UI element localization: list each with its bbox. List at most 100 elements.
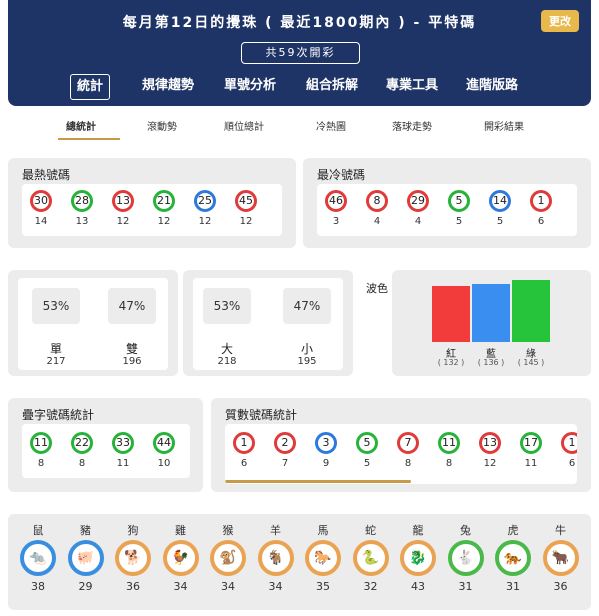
nav-tab-pro-tools[interactable]: 專業工具 xyxy=(386,78,439,93)
number-ball[interactable]: 17 xyxy=(520,432,542,454)
ball-count: 5 xyxy=(363,458,371,469)
active-tab-underline xyxy=(58,138,120,140)
ball-count: 6 xyxy=(568,458,576,469)
subtab-rolling[interactable]: 滾動勢 xyxy=(147,122,177,133)
odd-count: 217 xyxy=(46,356,66,367)
even-label: 雙 xyxy=(125,342,138,356)
horizontal-scrollbar[interactable] xyxy=(225,480,411,483)
number-ball[interactable]: 46 xyxy=(325,190,347,212)
subtab-total[interactable]: 總統計 xyxy=(66,122,96,133)
number-ball[interactable]: 21 xyxy=(153,190,175,212)
coldest-list: 46 3 8 4 29 4 5 5 14 5 1 6 xyxy=(317,184,577,236)
change-button[interactable]: 更改 xyxy=(541,10,579,32)
ball-count: 5 xyxy=(496,216,504,227)
primes-title: 質數號碼統計 xyxy=(225,408,298,422)
number-ball[interactable]: 33 xyxy=(112,432,134,454)
number-ball[interactable]: 11 xyxy=(438,432,460,454)
number-ball[interactable]: 8 xyxy=(366,190,388,212)
primes-list[interactable]: 1 6 2 7 3 9 5 5 7 8 11 8 13 12 17 11 1 6 xyxy=(225,424,577,484)
number-ball[interactable]: 25 xyxy=(194,190,216,212)
nav-tab-combination[interactable]: 組合拆解 xyxy=(306,78,359,93)
number-ball[interactable]: 13 xyxy=(112,190,134,212)
wave-bar-label: 紅 xyxy=(446,349,456,360)
zodiac-name: 龍 xyxy=(412,524,424,537)
number-ball[interactable]: 28 xyxy=(71,190,93,212)
number-ball[interactable]: 5 xyxy=(448,190,470,212)
ball-count: 6 xyxy=(537,216,545,227)
zodiac-name: 鼠 xyxy=(32,524,44,537)
ball-count: 8 xyxy=(37,458,45,469)
big-percent: 53% xyxy=(203,288,251,324)
ox-icon[interactable]: 🐂 xyxy=(542,540,579,576)
dragon-icon[interactable]: 🐉 xyxy=(400,540,436,576)
number-ball[interactable]: 5 xyxy=(356,432,378,454)
number-ball[interactable]: 1 xyxy=(233,432,255,454)
subtab-order-total[interactable]: 順位總計 xyxy=(224,122,264,133)
zodiac-name: 虎 xyxy=(507,524,519,537)
number-ball[interactable]: 30 xyxy=(30,190,52,212)
ball-count: 12 xyxy=(483,458,497,469)
monkey-icon[interactable]: 🐒 xyxy=(210,540,246,576)
goat-icon[interactable]: 🐐 xyxy=(257,540,294,576)
nav-tab-advanced[interactable]: 進階版路 xyxy=(466,78,519,93)
number-ball[interactable]: 2 xyxy=(274,432,296,454)
zodiac-count: 31 xyxy=(506,580,520,593)
zodiac-count: 34 xyxy=(268,580,283,593)
odd-percent: 53% xyxy=(32,288,80,324)
nav-tab-single-number[interactable]: 單號分析 xyxy=(224,78,277,93)
nav-tab-statistics[interactable]: 統計 xyxy=(70,74,111,100)
draws-count-button[interactable]: 共59次開彩 xyxy=(241,42,360,64)
main-nav: 統計 規律趨勢 單號分析 組合拆解 專業工具 進階版路 xyxy=(8,74,591,100)
page-title: 每月第12日的攪珠 ( 最近1800期內 ) - 平特碼 xyxy=(122,15,477,31)
snake-icon[interactable]: 🐍 xyxy=(352,540,389,576)
ball-count: 7 xyxy=(281,458,289,469)
wave-bar-count: ( 145 ) xyxy=(517,358,545,367)
zodiac-name: 兔 xyxy=(460,524,471,537)
zodiac-count: 36 xyxy=(126,580,140,593)
subtab-results[interactable]: 開彩結果 xyxy=(484,122,524,133)
number-ball[interactable]: 14 xyxy=(489,190,511,212)
zodiac-name: 羊 xyxy=(270,524,281,537)
subtab-ball-trend[interactable]: 落球走勢 xyxy=(392,122,432,133)
wave-panel: 紅( 132 ) 藍( 136 ) 綠( 145 ) xyxy=(392,270,591,376)
number-ball[interactable]: 29 xyxy=(407,190,429,212)
rat-icon[interactable]: 🐀 xyxy=(20,540,56,576)
ball-count: 11 xyxy=(116,458,130,469)
rooster-icon[interactable]: 🐓 xyxy=(162,540,199,576)
odd-even-panel: 53% 單 217 47% 雙 196 xyxy=(8,270,178,376)
hottest-title: 最熱號碼 xyxy=(22,168,71,182)
ball-count: 6 xyxy=(240,458,248,469)
number-ball[interactable]: 3 xyxy=(315,432,337,454)
number-ball[interactable]: 13 xyxy=(479,432,501,454)
subtab-heatmap[interactable]: 冷熱圖 xyxy=(316,122,346,133)
number-ball[interactable]: 44 xyxy=(153,432,175,454)
pig-icon[interactable]: 🐖 xyxy=(67,540,104,576)
sub-tabs: 總統計 滾動勢 順位總計 冷熱圖 落球走勢 開彩結果 xyxy=(0,112,599,144)
ball-count: 14 xyxy=(34,216,48,227)
number-ball[interactable]: 1 xyxy=(530,190,552,212)
nav-tab-trend[interactable]: 規律趨勢 xyxy=(142,78,195,93)
big-small-panel: 53% 大 218 47% 小 195 xyxy=(183,270,353,376)
coldest-panel: 最冷號碼 46 3 8 4 29 4 5 5 14 5 1 6 xyxy=(303,158,591,248)
tiger-icon[interactable]: 🐅 xyxy=(495,540,531,576)
number-ball[interactable]: 22 xyxy=(71,432,93,454)
zodiac-panel: 鼠 🐀 38 豬 🐖 29 狗 🐕 36 雞 🐓 34 猴 🐒 34 羊 🐐 34 馬 🐎 35 蛇 🐍 32 龍 🐉 43 兔 🐇 31… xyxy=(8,514,591,610)
number-ball[interactable]: 7 xyxy=(397,432,419,454)
zodiac-count: 35 xyxy=(316,580,330,593)
big-label: 大 xyxy=(220,342,233,356)
zodiac-count: 34 xyxy=(173,580,188,593)
repeat-digits-list: 11 8 22 8 33 11 44 10 xyxy=(22,424,190,478)
ball-count: 8 xyxy=(78,458,86,469)
dog-icon[interactable]: 🐕 xyxy=(115,540,151,576)
zodiac-count: 29 xyxy=(78,580,93,593)
number-ball[interactable]: 1 xyxy=(561,432,577,454)
ball-count: 5 xyxy=(455,216,463,227)
ball-count: 12 xyxy=(116,216,130,227)
number-ball[interactable]: 45 xyxy=(235,190,257,212)
horse-icon[interactable]: 🐎 xyxy=(305,540,341,576)
zodiac-count: 34 xyxy=(221,580,235,593)
rabbit-icon[interactable]: 🐇 xyxy=(447,540,484,576)
number-ball[interactable]: 11 xyxy=(30,432,52,454)
ball-count: 11 xyxy=(524,458,538,469)
repeat-digits-title: 疊字號碼統計 xyxy=(22,408,95,422)
